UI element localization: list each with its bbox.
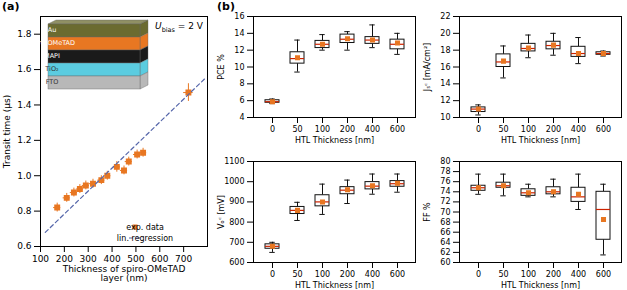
html-text:(b): (b) <box>217 0 235 13</box>
svg-text:100: 100 <box>32 254 49 264</box>
svg-text:900: 900 <box>229 197 244 206</box>
svg-text:spiro-OMeTAD: spiro-OMeTAD <box>29 39 75 47</box>
svg-text:0.6: 0.6 <box>17 241 32 251</box>
svg-text:1.8: 1.8 <box>17 29 32 39</box>
svg-text:1.4: 1.4 <box>17 100 32 110</box>
svg-text:FTO: FTO <box>46 78 59 86</box>
svg-text:lin. regression: lin. regression <box>117 234 173 243</box>
svg-text:10: 10 <box>440 113 450 122</box>
svg-text:20: 20 <box>440 29 450 38</box>
svg-text:64: 64 <box>440 238 450 247</box>
svg-text:0: 0 <box>270 270 275 279</box>
svg-text:400: 400 <box>571 125 586 134</box>
svg-text:600: 600 <box>390 125 405 134</box>
svg-text:0: 0 <box>270 125 275 134</box>
svg-text:600: 600 <box>229 258 244 267</box>
svg-text:100: 100 <box>521 270 536 279</box>
svg-text:400: 400 <box>365 125 380 134</box>
svg-text:600: 600 <box>390 270 405 279</box>
svg-text:400: 400 <box>571 270 586 279</box>
svg-text:80: 80 <box>440 157 450 166</box>
svg-text:70: 70 <box>440 208 450 217</box>
svg-text:Jₛᶜ [mA/cm²]: Jₛᶜ [mA/cm²] <box>423 43 432 92</box>
svg-text:PCE %: PCE % <box>217 54 226 80</box>
svg-text:Au: Au <box>48 26 57 34</box>
svg-text:1000: 1000 <box>224 177 244 186</box>
svg-text:8: 8 <box>239 79 244 88</box>
svg-text:74: 74 <box>440 187 450 196</box>
svg-text:12: 12 <box>440 96 450 105</box>
svg-text:62: 62 <box>440 248 450 257</box>
svg-text:1.6: 1.6 <box>17 64 32 74</box>
svg-text:400: 400 <box>365 270 380 279</box>
svg-text:6: 6 <box>239 96 244 105</box>
svg-text:14: 14 <box>234 29 244 38</box>
svg-text:HTL Thickness [nm]: HTL Thickness [nm] <box>295 281 374 290</box>
svg-text:800: 800 <box>229 218 244 227</box>
svg-text:200: 200 <box>546 270 561 279</box>
svg-text:50: 50 <box>292 125 302 134</box>
svg-text:12: 12 <box>234 46 244 55</box>
svg-text:Ubias = 2 V: Ubias = 2 V <box>155 21 204 34</box>
svg-text:76: 76 <box>440 177 450 186</box>
svg-text:exp. data: exp. data <box>126 223 164 232</box>
svg-text:FF %: FF % <box>423 202 432 222</box>
svg-text:16: 16 <box>440 63 450 72</box>
svg-text:66: 66 <box>440 228 450 237</box>
svg-text:200: 200 <box>340 270 355 279</box>
svg-text:0: 0 <box>476 270 481 279</box>
svg-text:72: 72 <box>440 197 450 206</box>
svg-text:200: 200 <box>546 125 561 134</box>
svg-text:Thickness of spiro-OMeTADlayer: Thickness of spiro-OMeTADlayer (nm) <box>62 264 186 283</box>
svg-text:0: 0 <box>476 125 481 134</box>
svg-text:700: 700 <box>229 238 244 247</box>
svg-text:300: 300 <box>80 254 97 264</box>
svg-text:50: 50 <box>498 125 508 134</box>
svg-text:100: 100 <box>521 125 536 134</box>
svg-text:500: 500 <box>127 254 144 264</box>
svg-text:200: 200 <box>340 125 355 134</box>
svg-text:18: 18 <box>440 46 450 55</box>
svg-text:HTL Thickness [nm]: HTL Thickness [nm] <box>501 281 580 290</box>
svg-text:22: 22 <box>440 12 450 21</box>
svg-text:Vₒᶜ [mV]: Vₒᶜ [mV] <box>217 195 226 229</box>
svg-text:4: 4 <box>239 113 244 122</box>
svg-text:200: 200 <box>56 254 73 264</box>
svg-text:1.0: 1.0 <box>17 171 32 181</box>
svg-text:600: 600 <box>596 270 611 279</box>
svg-text:14: 14 <box>440 79 450 88</box>
svg-text:68: 68 <box>440 218 450 227</box>
svg-text:600: 600 <box>596 125 611 134</box>
svg-text:16: 16 <box>234 12 244 21</box>
svg-text:60: 60 <box>440 258 450 267</box>
svg-text:1.2: 1.2 <box>17 135 31 145</box>
svg-text:600: 600 <box>151 254 168 264</box>
svg-text:50: 50 <box>292 270 302 279</box>
svg-text:400: 400 <box>103 254 120 264</box>
svg-text:10: 10 <box>234 63 244 72</box>
svg-text:100: 100 <box>315 125 330 134</box>
svg-text:100: 100 <box>315 270 330 279</box>
svg-text:700: 700 <box>175 254 192 264</box>
svg-text:78: 78 <box>440 167 450 176</box>
svg-text:0.8: 0.8 <box>17 206 32 216</box>
svg-text:1100: 1100 <box>224 157 244 166</box>
svg-text:50: 50 <box>498 270 508 279</box>
html-text:(a): (a) <box>2 0 20 13</box>
svg-text:MAPI: MAPI <box>44 52 60 60</box>
svg-text:Transit time (µs): Transit time (µs) <box>2 95 12 169</box>
svg-text:HTL Thickness [nm]: HTL Thickness [nm] <box>295 136 374 145</box>
svg-text:HTL Thickness [nm]: HTL Thickness [nm] <box>501 136 580 145</box>
svg-text:TiO₂: TiO₂ <box>44 65 59 73</box>
